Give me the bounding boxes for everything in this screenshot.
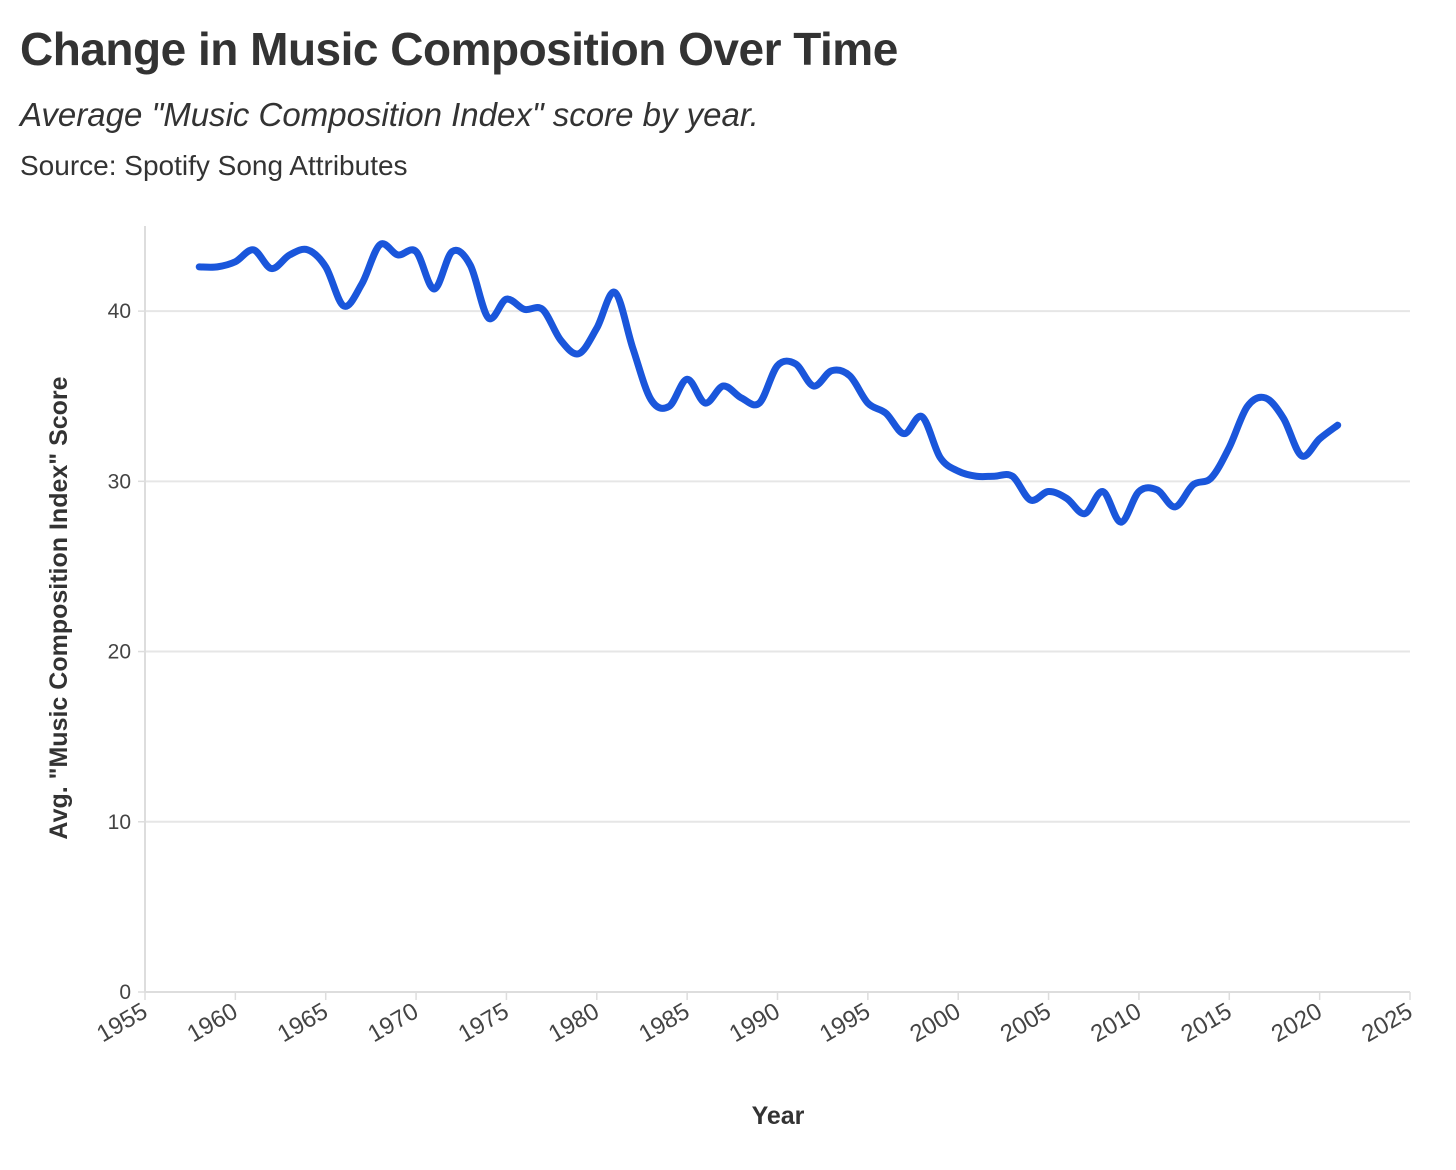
data-point-2003 (1009, 473, 1016, 480)
chart-title: Change in Music Composition Over Time (20, 23, 898, 75)
x-tick-label: 1990 (725, 998, 785, 1048)
tick-labels: 0 10 20 30 40 1955 1960 1965 1970 1975 1980 1985 199… (92, 300, 1417, 1048)
data-point-1976 (521, 306, 528, 313)
data-point-2019 (1298, 452, 1305, 459)
data-point-2015 (1226, 444, 1233, 451)
data-point-2000 (955, 468, 962, 475)
data-point-1982 (629, 345, 636, 352)
data-point-1991 (792, 360, 799, 367)
x-tick-label: 2010 (1086, 998, 1146, 1048)
data-point-1999 (937, 454, 944, 461)
data-point-1958 (196, 263, 203, 270)
x-tick-label: 2025 (1357, 998, 1417, 1048)
data-point-1993 (828, 367, 835, 374)
data-point-2009 (1117, 519, 1124, 526)
x-tick-label: 2015 (1177, 998, 1237, 1048)
data-point-1963 (286, 251, 293, 258)
data-point-1966 (340, 303, 347, 310)
data-point-1968 (376, 241, 383, 248)
data-point-1970 (413, 248, 420, 255)
x-tick-label: 1960 (183, 998, 243, 1048)
chart-source: Source: Spotify Song Attributes (20, 150, 408, 181)
x-tick-label: 1995 (815, 998, 875, 1048)
series-layer (195, 240, 1342, 526)
data-point-1979 (575, 350, 582, 357)
x-tick-label: 1985 (634, 998, 694, 1048)
data-point-2004 (1027, 497, 1034, 504)
data-point-1959 (214, 263, 221, 270)
data-point-1978 (557, 337, 564, 344)
data-point-2001 (973, 473, 980, 480)
data-point-1996 (882, 410, 889, 417)
data-point-2012 (1172, 503, 1179, 510)
data-point-1998 (919, 413, 926, 420)
data-point-1990 (774, 362, 781, 369)
data-point-2002 (991, 473, 998, 480)
y-tick-label: 10 (108, 811, 131, 834)
data-point-1961 (250, 246, 257, 253)
x-tick-label: 1980 (544, 998, 604, 1048)
data-point-1967 (358, 280, 365, 287)
data-point-2005 (1045, 488, 1052, 495)
data-point-1974 (485, 314, 492, 321)
data-point-2006 (1063, 495, 1070, 502)
data-point-1980 (593, 325, 600, 332)
data-point-1981 (611, 289, 618, 296)
data-point-1995 (864, 400, 871, 407)
x-tick-label: 2005 (996, 998, 1056, 1048)
data-point-1984 (666, 403, 673, 410)
data-point-2016 (1244, 403, 1251, 410)
data-point-2011 (1154, 486, 1161, 493)
y-axis-title: Avg. "Music Composition Index" Score (45, 376, 73, 839)
x-tick-label: 2000 (905, 998, 965, 1048)
data-point-1988 (738, 394, 745, 401)
data-point-1987 (720, 383, 727, 390)
data-point-1971 (431, 285, 438, 292)
y-tick-label: 40 (108, 300, 131, 323)
data-point-1973 (467, 262, 474, 269)
data-point-2007 (1081, 510, 1088, 517)
data-point-1983 (648, 396, 655, 403)
data-point-1975 (503, 296, 510, 303)
data-point-1986 (702, 400, 709, 407)
data-point-1972 (449, 248, 456, 255)
data-point-2021 (1334, 422, 1341, 429)
data-point-2008 (1099, 488, 1106, 495)
x-tick-label: 1975 (454, 998, 514, 1048)
data-point-2014 (1208, 474, 1215, 481)
data-point-2010 (1135, 488, 1142, 495)
x-axis-title: Year (752, 1102, 805, 1130)
data-point-1977 (539, 306, 546, 313)
x-tick-label: 2020 (1267, 998, 1327, 1048)
x-tick-label: 1970 (363, 998, 423, 1048)
y-tick-label: 0 (119, 981, 131, 1004)
data-point-2013 (1190, 481, 1197, 488)
data-point-1965 (322, 263, 329, 270)
data-point-1962 (268, 265, 275, 272)
data-point-1989 (756, 400, 763, 407)
y-tick-label: 20 (108, 641, 131, 664)
gridlines (145, 310, 1410, 823)
data-point-1960 (232, 258, 239, 265)
data-point-1969 (395, 251, 402, 258)
data-point-1994 (846, 372, 853, 379)
axes (138, 226, 1411, 1000)
chart-subtitle: Average "Music Composition Index" score … (20, 96, 759, 133)
series-line-0 (195, 240, 1342, 526)
x-tick-label: 1955 (92, 998, 152, 1048)
data-point-2018 (1280, 415, 1287, 422)
y-tick-label: 30 (108, 470, 131, 493)
data-point-2017 (1262, 394, 1269, 401)
x-tick-label: 1965 (273, 998, 333, 1048)
data-point-2020 (1316, 435, 1323, 442)
data-point-1997 (901, 430, 908, 437)
data-point-1985 (684, 376, 691, 383)
data-point-1964 (304, 246, 311, 253)
data-point-1992 (810, 383, 817, 390)
